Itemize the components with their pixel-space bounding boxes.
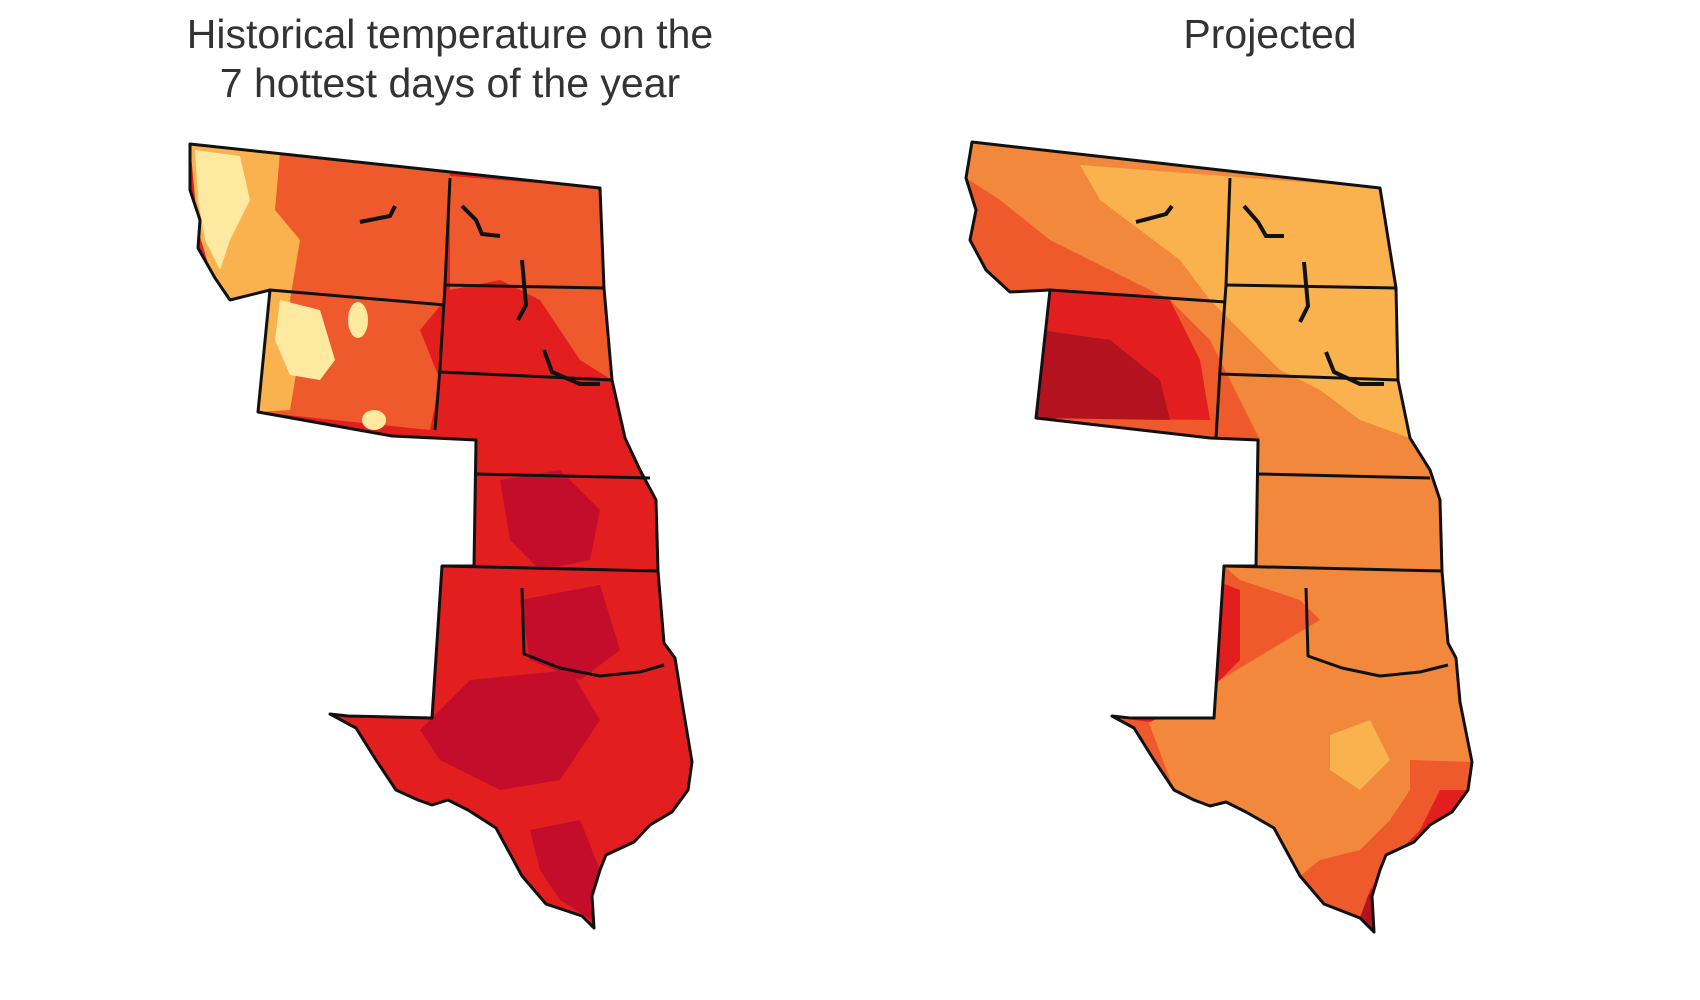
projected-darkred-wy bbox=[1036, 330, 1170, 420]
projected-map-title: Projected bbox=[900, 10, 1640, 59]
historical-state-borders bbox=[188, 142, 694, 930]
projected-border-nd-sd bbox=[1225, 283, 1397, 290]
historical-tx-gulf-crimson bbox=[530, 820, 600, 920]
projected-river-ne bbox=[1324, 351, 1384, 386]
projected-lake-nd bbox=[1242, 204, 1284, 238]
historical-river-sd bbox=[516, 259, 529, 321]
historical-river-ne bbox=[542, 349, 600, 386]
historical-border-mt-wy bbox=[269, 288, 446, 307]
historical-border-ks-ok bbox=[441, 564, 659, 573]
projected-light-orange-north bbox=[1080, 165, 1410, 438]
historical-lake-mt bbox=[359, 205, 397, 224]
historical-mt-pale bbox=[195, 150, 250, 270]
historical-ks-darkred bbox=[500, 470, 600, 570]
projected-state-borders bbox=[964, 140, 1474, 934]
projected-map-panel: Projected bbox=[900, 0, 1640, 1000]
historical-map-panel: Historical temperature on the 7 hottest … bbox=[80, 0, 820, 1000]
projected-temperature-map bbox=[964, 140, 1474, 934]
historical-wy-pale-3 bbox=[362, 410, 386, 430]
historical-outline bbox=[188, 142, 694, 930]
historical-ok-darkred bbox=[520, 585, 620, 680]
projected-border-ok-tx bbox=[1304, 587, 1449, 678]
historical-map-title: Historical temperature on the 7 hottest … bbox=[80, 10, 820, 108]
projected-title-line-1: Projected bbox=[1183, 11, 1357, 57]
historical-title-line-1: Historical temperature on the bbox=[186, 11, 714, 57]
projected-border-ne-ks bbox=[1257, 472, 1431, 480]
historical-tx-darkred bbox=[420, 670, 600, 790]
projected-border-mt-wy bbox=[1049, 288, 1227, 304]
projected-border-mt-dakotas bbox=[1214, 177, 1232, 439]
projected-border-ks-ok bbox=[1223, 564, 1443, 573]
historical-border-ne-ks bbox=[475, 472, 651, 480]
historical-wy-pale bbox=[275, 300, 335, 380]
historical-sd-red bbox=[440, 290, 560, 370]
historical-wy-pale-2 bbox=[348, 302, 368, 338]
projected-lake-mt bbox=[1135, 204, 1174, 224]
historical-nd-redorange bbox=[450, 176, 612, 380]
historical-border-sd-ne bbox=[439, 370, 613, 382]
projected-outline bbox=[964, 140, 1474, 934]
historical-title-line-2: 7 hottest days of the year bbox=[219, 60, 681, 106]
historical-border-ok-tx bbox=[520, 587, 665, 678]
historical-lake-nd bbox=[460, 204, 501, 238]
projected-river-sd bbox=[1298, 261, 1311, 323]
projected-border-sd-ne bbox=[1219, 372, 1399, 382]
projected-light-orange-tx bbox=[1330, 720, 1390, 790]
historical-border-mt-dakotas bbox=[433, 177, 452, 431]
projected-red-tx-gulf bbox=[1300, 760, 1472, 932]
historical-river-lakes bbox=[359, 204, 600, 386]
historical-temperature-map bbox=[188, 142, 694, 930]
projected-river-lakes bbox=[1135, 204, 1384, 386]
